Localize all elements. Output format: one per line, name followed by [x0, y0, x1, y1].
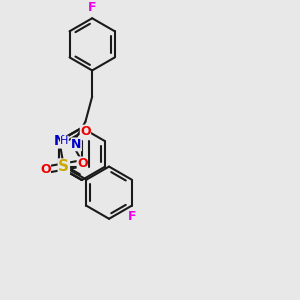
Text: S: S	[58, 159, 69, 174]
Text: N: N	[71, 138, 82, 151]
Text: H: H	[60, 136, 69, 146]
Text: O: O	[80, 125, 91, 138]
Text: F: F	[128, 210, 136, 223]
Text: O: O	[40, 163, 51, 176]
Text: O: O	[77, 157, 88, 170]
Text: F: F	[88, 1, 96, 14]
Text: N: N	[53, 134, 65, 148]
